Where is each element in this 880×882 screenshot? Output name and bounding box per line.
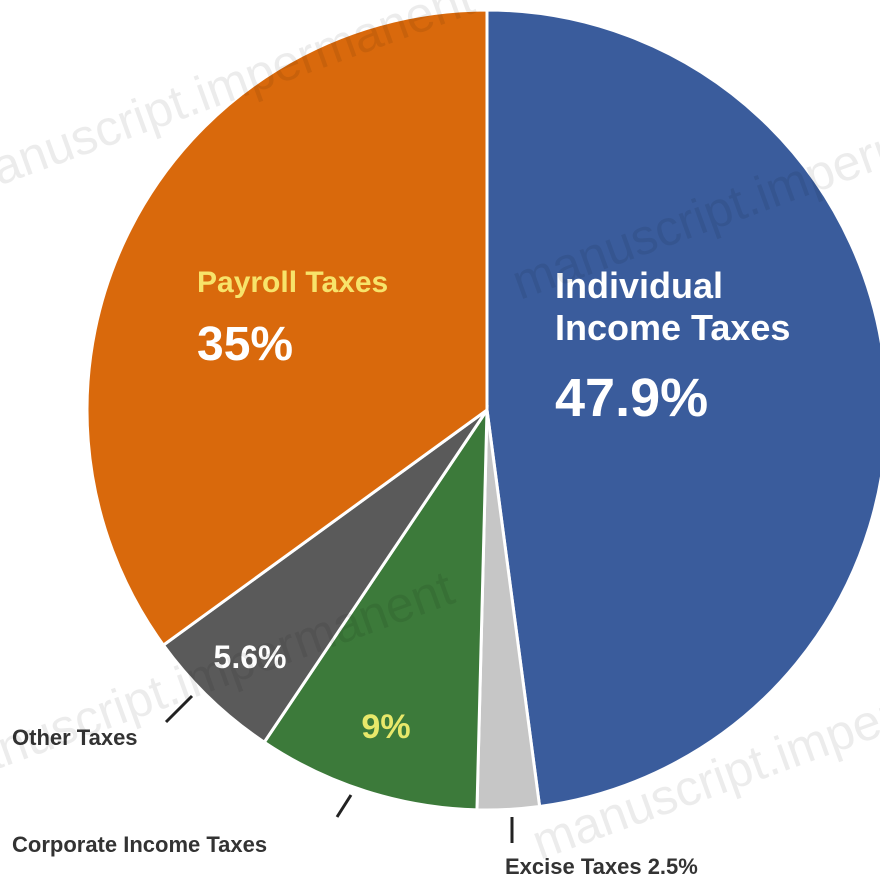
corporate-taxes-leader-line <box>335 794 353 818</box>
slice-name-label: Payroll Taxes <box>197 266 388 299</box>
other-taxes-leader-line <box>164 694 194 724</box>
slice-name-label: Income Taxes <box>555 307 790 348</box>
pie-slice-other-taxes <box>161 408 489 745</box>
pie-slices <box>85 8 880 812</box>
other-taxes-label: Other Taxes <box>12 725 138 750</box>
slice-name-label: Individual <box>555 265 723 306</box>
pie-slice-corporate-income-taxes <box>262 404 489 812</box>
pie-slice-payroll-taxes <box>85 8 489 648</box>
slice-value-label: 9% <box>361 708 410 746</box>
slice-value-label: 5.6% <box>214 639 287 675</box>
corporate-income-taxes-label: Corporate Income Taxes <box>12 832 267 857</box>
pie-slice-individual-income-taxes <box>485 8 880 809</box>
slice-value-label: 35% <box>197 318 293 371</box>
excise-taxes-label: Excise Taxes 2.5% <box>505 854 698 879</box>
slice-value-label: 47.9% <box>555 368 708 428</box>
